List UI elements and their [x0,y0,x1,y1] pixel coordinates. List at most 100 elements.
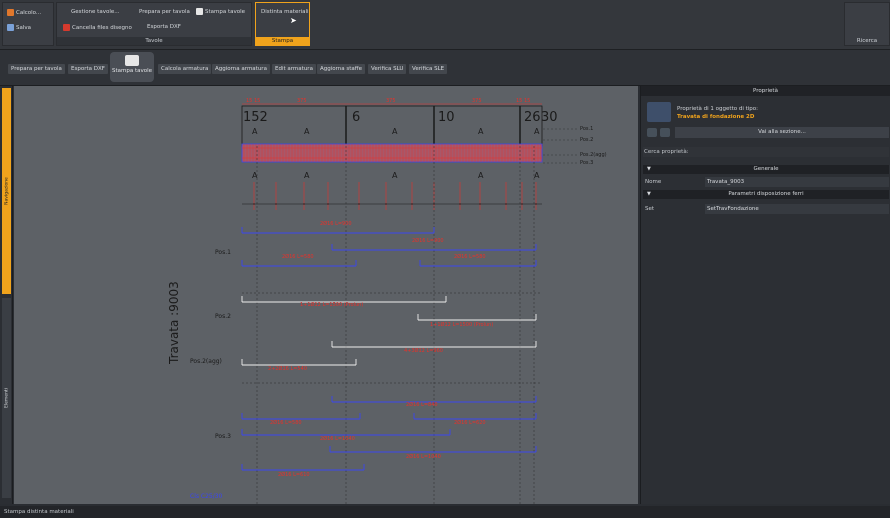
section-mark: A [252,127,258,136]
top-number: 26 [524,110,541,125]
prepara-per-tavola-button[interactable]: Prepara per tavola [8,64,65,74]
pos-label: Pos.2 [215,313,231,320]
rebar-label: 2Ø16 L=610 [278,471,310,478]
tab-navigazione[interactable]: Navigazione [2,88,11,294]
dim-text: 15 15 [516,98,530,104]
properties-header: Proprietà [641,86,890,96]
calcolo-button[interactable]: Calcolo... [7,9,41,16]
pos-label: Pos.1 [215,249,231,256]
calcola-armatura-button[interactable]: Calcola armatura [158,64,212,74]
stampa-group: Distinta materiali ➤ Stampa [255,2,310,46]
prop-row-nome: Nome Travata_9003 [643,177,889,187]
goto-section-button[interactable]: Vai alla sezione... [675,127,889,138]
section-mark: A [304,127,310,136]
status-bar: Stampa distinta materiali [0,506,890,518]
distinta-materiali-button[interactable]: Distinta materiali [261,9,309,15]
verifica-sle-button[interactable]: Verifica SLE [409,64,448,74]
collapse-icon: ▼ [647,191,651,197]
printer-icon [125,55,139,66]
stampa-tavole-button[interactable]: Stampa tavole [196,8,245,15]
rebar-label: 2Ø16 L=580 [282,253,314,260]
concrete-label: Cls C25/30 [190,493,223,500]
top-number: 152 [243,110,268,125]
legend-item: Pos.1 [580,126,593,132]
rebar-lines: 2Ø16 L=900 2Ø16 L=900 2Ø16 L=580 2Ø16 L=580… [241,220,537,478]
collapse-icon: ▼ [647,166,651,172]
rebar-label: 2Ø16 L=580 [270,419,302,426]
legend-item: Pos.3 [580,160,593,166]
section-mark: A [534,171,540,180]
legend-item: Pos.2 [580,137,593,143]
dim-text: 375 [386,98,396,104]
section-mark: A [392,171,398,180]
calculator-icon [7,9,14,16]
tab-elementi[interactable]: Elementi [2,298,11,498]
stampa-group-label: Stampa [256,37,309,45]
section-mark: A [478,171,484,180]
add-icon[interactable] [647,128,657,137]
rebar-label: 1+1Ø12 L=1500 (Prolun) [430,321,493,328]
object-type-label: Travata di fondazione 2D [677,114,755,120]
section-parametri[interactable]: ▼ Parametri disposizione ferri [643,190,889,199]
stirrup-lines [243,144,542,162]
printer-icon [196,8,203,15]
section-mark: A [252,171,258,180]
ricerca-group: Ricerca [844,2,890,46]
rebar-label: 2Ø16 L=900 [320,220,352,227]
cancella-files-button[interactable]: Cancella files disegno [63,24,132,31]
drawing-svg: 15 15 375 375 375 15 15 152 6 10 26 30 A… [167,98,607,504]
section-mark: A [304,171,310,180]
nome-value[interactable]: Travata_9003 [705,177,889,187]
aggiorna-armatura-button[interactable]: Aggiorna armatura [212,64,270,74]
save-icon [7,24,14,31]
rebar-label: 2Ø16 L=900 [412,237,444,244]
set-value[interactable]: SetTravFondazione [705,204,889,214]
top-number: 10 [438,110,455,125]
section-mark: A [534,127,540,136]
prop-row-set: Set SetTravFondazione [643,204,889,214]
rebar-label: 2Ø16 L=620 [454,419,486,426]
object-count-label: Proprietà di 1 oggetto di tipo: [677,106,758,112]
tavole-group-label: Tavole [57,37,251,45]
beam-outline [241,105,543,147]
rebar-label: 2Ø16 L=580 [454,253,486,260]
aggiorna-staffe-button[interactable]: Aggiorna staffe [317,64,365,74]
cursor-icon: ➤ [290,16,297,25]
drawing-canvas[interactable]: 15 15 375 375 375 15 15 152 6 10 26 30 A… [14,86,638,504]
verifica-slu-button[interactable]: Verifica SLU [368,64,407,74]
top-number: 6 [352,110,360,125]
dim-text: 375 [472,98,482,104]
settings-icon[interactable] [660,128,670,137]
tavole-group: Gestione tavole... Prepara per tavola St… [56,2,252,46]
rebar-label: 2Ø16 L=1040 [320,435,355,442]
section-mark: A [392,127,398,136]
spacing-labels [253,182,537,210]
gestione-tavole-button[interactable]: Gestione tavole... [71,9,120,15]
pos-label: Pos.2(agg) [190,358,222,365]
esporta-dxf-ribbon-button[interactable]: Esporta DXF [147,24,181,30]
stampa-tavole-big-button[interactable]: Stampa tavole [110,52,154,82]
ricerca-label: Ricerca [856,38,878,44]
top-number: 30 [541,110,558,125]
salva-button[interactable]: Salva [7,24,31,31]
rebar-label: 2+2Ø16 L=540 [268,365,307,372]
ribbon: Calcolo... Salva Gestione tavole... Prep… [0,0,890,50]
dim-text: 15 15 [246,98,260,104]
dim-text: 375 [297,98,307,104]
stirrup-band [241,143,543,163]
search-properties-input[interactable]: Cerca proprietà: [643,147,889,157]
rebar-label: 1+1Ø12 L=1500 (Prolun) [300,301,363,308]
edit-armatura-button[interactable]: Edit armatura [272,64,316,74]
delete-icon [63,24,70,31]
esporta-dxf-button[interactable]: Esporta DXF [68,64,108,74]
properties-panel: Proprietà Proprietà di 1 oggetto di tipo… [640,86,890,504]
legend-item: Pos.2(agg) [580,152,607,158]
pos-label: Pos.3 [215,433,231,440]
prepara-tavola-button[interactable]: Prepara per tavola [139,9,190,15]
calc-group: Calcolo... Salva [2,2,54,46]
beam-type-icon [647,102,671,122]
section-generale[interactable]: ▼ Generale [643,165,889,174]
rebar-label: 2Ø16 L=840 [406,401,438,408]
section-mark: A [478,127,484,136]
side-panel: Navigazione Elementi [0,86,13,504]
